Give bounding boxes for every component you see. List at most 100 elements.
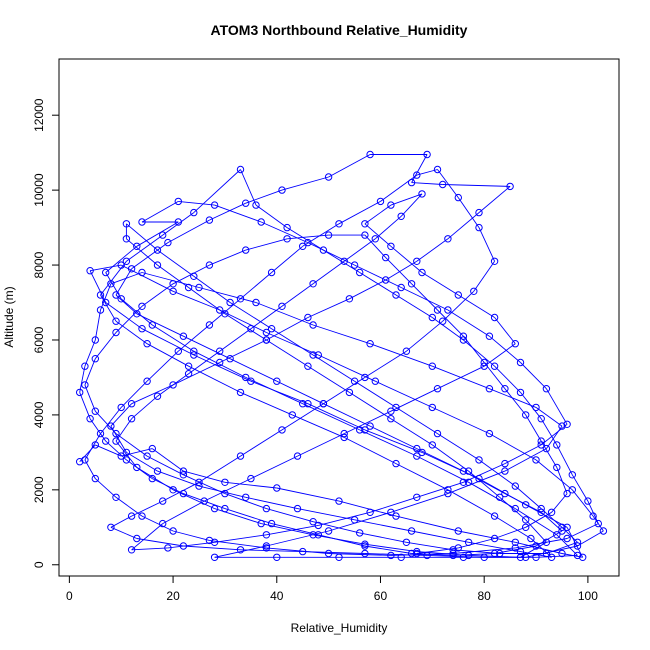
series-segment	[463, 470, 506, 494]
data-point	[366, 422, 374, 430]
data-point	[537, 437, 545, 445]
data-point	[127, 415, 136, 423]
data-point	[148, 474, 157, 483]
data-point	[159, 231, 167, 239]
data-point	[257, 519, 265, 528]
series-segment	[297, 508, 355, 521]
series-segment	[172, 290, 220, 311]
data-point	[433, 385, 442, 393]
series-segment	[261, 221, 309, 244]
data-point	[314, 351, 322, 359]
series-segment	[131, 242, 169, 270]
data-point	[153, 261, 162, 269]
series-segment	[535, 554, 578, 558]
series-segment	[504, 388, 527, 416]
data-point	[387, 407, 395, 415]
series-segment	[271, 328, 314, 356]
data-point	[397, 553, 405, 561]
data-point	[91, 336, 100, 344]
data-point	[511, 538, 519, 546]
data-point	[444, 306, 452, 314]
data-point	[309, 351, 317, 359]
series-segment	[193, 169, 241, 213]
series-segment	[266, 508, 314, 523]
series-segment	[84, 384, 96, 412]
series-segment	[105, 440, 127, 461]
y-tick-label: 0	[32, 561, 46, 568]
series-segment	[515, 538, 568, 549]
data-point	[314, 531, 322, 539]
data-point	[293, 452, 302, 460]
data-point	[169, 381, 177, 389]
data-point	[309, 531, 317, 539]
series-segment	[520, 541, 547, 558]
data-point	[247, 325, 255, 333]
series-segment	[375, 215, 402, 240]
data-point	[511, 482, 519, 490]
data-point	[324, 527, 333, 535]
data-point	[210, 538, 219, 546]
data-point	[501, 385, 509, 393]
series-segment	[530, 538, 552, 558]
data-point	[221, 489, 229, 498]
data-point	[371, 235, 379, 243]
data-point	[133, 534, 141, 543]
data-point	[107, 422, 115, 430]
data-point	[480, 362, 488, 370]
data-point	[501, 467, 509, 475]
series-segment	[312, 260, 345, 285]
series-segment	[540, 440, 558, 468]
data-point	[262, 328, 271, 337]
series-segment	[188, 350, 220, 375]
data-point	[485, 332, 494, 340]
series-segment	[172, 362, 220, 386]
data-point	[454, 291, 462, 299]
series-segment	[359, 272, 397, 296]
series-segment	[364, 545, 412, 554]
data-point	[190, 351, 198, 359]
series-segment	[162, 212, 195, 236]
data-point	[345, 295, 354, 303]
series-segment	[312, 354, 355, 382]
series-segment	[178, 200, 215, 206]
data-point	[496, 549, 504, 558]
data-point	[169, 527, 177, 535]
data-point	[195, 478, 203, 486]
series-segment	[115, 440, 138, 468]
series-segment	[141, 515, 174, 532]
data-point	[107, 523, 115, 531]
series-segment	[224, 481, 277, 489]
x-axis: 0 20 40 60 80 100	[66, 575, 598, 603]
series-segment	[385, 260, 418, 281]
series-segment	[432, 317, 464, 341]
series-segment	[520, 362, 547, 390]
series-segment	[395, 407, 438, 434]
data-point	[257, 218, 265, 226]
series-segment	[136, 538, 184, 547]
data-point	[86, 267, 94, 275]
data-point	[449, 549, 457, 558]
data-point	[537, 441, 545, 449]
data-point	[195, 482, 203, 490]
data-point	[293, 504, 302, 513]
data-point	[226, 298, 234, 307]
data-point	[547, 553, 556, 561]
data-point	[532, 403, 540, 412]
data-point	[148, 444, 157, 453]
data-point	[273, 377, 281, 385]
x-tick-label: 60	[374, 589, 388, 603]
data-point	[516, 388, 525, 397]
data-point	[522, 516, 530, 524]
series-segment	[302, 403, 360, 431]
data-point	[516, 547, 525, 556]
series-segment	[136, 467, 174, 491]
series-segment	[120, 380, 148, 408]
data-point	[350, 261, 359, 269]
series-segment	[131, 547, 168, 551]
data-point	[475, 456, 483, 464]
data-point	[112, 328, 120, 337]
series-segment	[250, 305, 283, 330]
series-segment	[369, 496, 417, 513]
series-segment	[157, 264, 189, 288]
data-point	[553, 441, 561, 449]
